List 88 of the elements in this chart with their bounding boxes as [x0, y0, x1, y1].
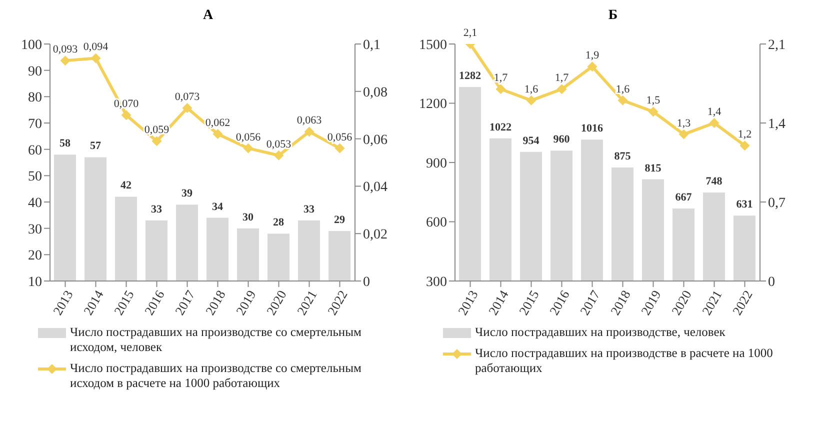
legend-label: Число пострадавших на производстве, человек	[475, 325, 726, 340]
data-label: 875	[614, 150, 632, 162]
y2-tick-label: 0,06	[363, 132, 388, 148]
point	[121, 110, 132, 120]
y2-tick-label: 2,1	[768, 38, 786, 53]
data-label: 34	[212, 200, 224, 213]
y-tick-label: 100	[21, 38, 42, 53]
legend-label: Число пострадавших на производстве со смертельным исходом в расчете на 1000 работающих	[70, 361, 362, 391]
data-label: 1282	[459, 70, 482, 82]
y-tick-label: 60	[28, 143, 42, 158]
point	[678, 129, 689, 140]
y-tick-label: 90	[28, 64, 42, 80]
y-tick-label: 900	[426, 156, 447, 172]
data-label: 631	[736, 198, 753, 211]
y-tick-label: 30	[28, 222, 42, 238]
y-tick-label: 80	[28, 90, 42, 106]
point	[90, 53, 101, 64]
y-tick-label: 70	[28, 116, 42, 132]
data-label: 30	[242, 211, 254, 224]
data-label: 0,073	[174, 90, 200, 103]
data-label: 39	[182, 188, 193, 200]
data-label: 29	[334, 214, 346, 226]
data-label: 667	[675, 192, 692, 204]
chart-title: А	[202, 8, 214, 25]
data-label: 815	[644, 162, 662, 174]
data-label: 0,063	[296, 114, 322, 127]
data-label: 1016	[581, 122, 604, 135]
data-label: 1,9	[585, 50, 600, 62]
y2-tick-label: 0,08	[363, 85, 388, 100]
data-label: 28	[273, 216, 284, 229]
chart-title: Б	[607, 8, 619, 25]
data-label: 0,093	[52, 44, 78, 56]
point	[152, 136, 162, 146]
data-label: 1,3	[676, 117, 692, 130]
data-label: 0,094	[83, 41, 109, 54]
y2-tick-label: 0,1	[363, 38, 380, 53]
point	[274, 150, 284, 160]
data-label: 42	[120, 180, 132, 192]
y-tick-label: 300	[426, 274, 447, 290]
point	[618, 95, 628, 106]
legend-label: Число пострадавших на производстве в расчете на 1000 работающих	[475, 346, 774, 376]
data-label: 0,062	[205, 117, 230, 130]
data-label: 58	[60, 138, 71, 150]
data-label: 0,056	[236, 131, 262, 144]
point	[648, 106, 658, 117]
data-label: 1,7	[554, 72, 570, 84]
point	[587, 62, 598, 72]
point	[709, 118, 720, 128]
data-label: 1,4	[707, 106, 722, 118]
point	[212, 129, 223, 140]
point	[60, 56, 70, 66]
data-label: 57	[90, 140, 102, 152]
y2-tick-label: 1,4	[768, 116, 786, 132]
y-tick-label: 50	[28, 170, 42, 185]
data-label: 1,5	[646, 94, 661, 107]
y-tick-label: 600	[426, 216, 447, 231]
point	[740, 140, 750, 151]
legend-label: Число пострадавших на производстве со смертельным исходом, человек	[70, 325, 362, 355]
y2-tick-label: 0	[363, 274, 370, 290]
data-label: 1,2	[738, 128, 752, 141]
data-label: 1,7	[494, 72, 508, 84]
point	[496, 84, 506, 94]
y2-tick-label: 0,04	[363, 180, 388, 196]
data-label: 0,056	[327, 131, 353, 144]
y2-tick-label: 0	[768, 274, 775, 290]
y-tick-label: 1500	[419, 38, 447, 53]
data-label: 1,6	[616, 83, 630, 96]
y-tick-label: 20	[28, 248, 42, 264]
data-label: 748	[706, 176, 723, 188]
point	[304, 126, 314, 137]
y2-tick-label: 0,02	[363, 228, 388, 243]
point	[556, 84, 567, 94]
data-label: 1022	[490, 121, 512, 134]
data-label: 954	[522, 134, 540, 147]
data-label: 0,053	[266, 138, 292, 150]
data-label: 33	[304, 203, 315, 216]
data-label: 33	[151, 203, 162, 216]
y-tick-label: 1200	[419, 97, 447, 112]
point	[334, 143, 345, 154]
point	[243, 143, 254, 154]
data-label: 2,1	[463, 27, 478, 39]
y-tick-label: 10	[28, 274, 42, 290]
point	[526, 95, 536, 106]
y-tick-label: 40	[28, 196, 42, 211]
y2-tick-label: 0,7	[768, 196, 786, 211]
data-label: 960	[553, 134, 570, 146]
data-label: 1,6	[524, 83, 539, 96]
point	[182, 102, 192, 113]
